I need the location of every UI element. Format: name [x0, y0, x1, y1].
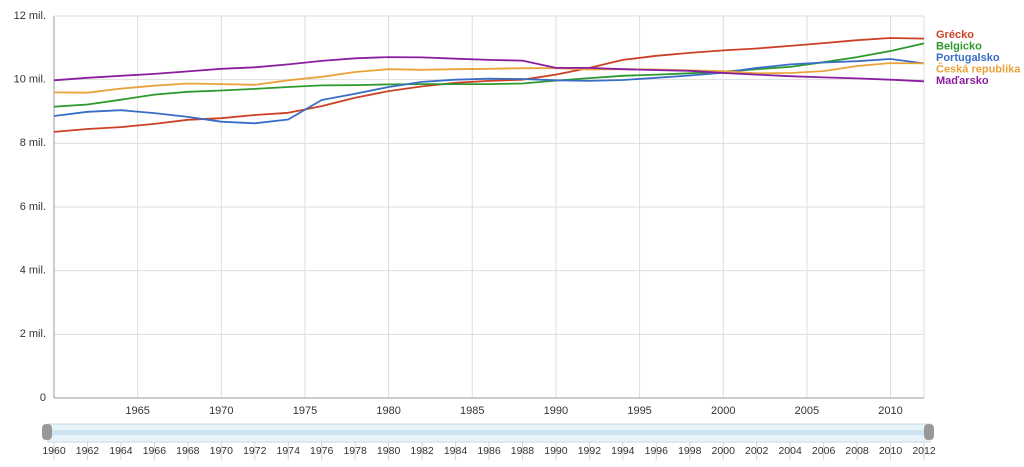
slider-label: 1996	[645, 445, 669, 457]
y-tick-label: 0	[40, 392, 46, 404]
legend-entry: Portugalsko	[936, 52, 1000, 64]
slider-label: 1970	[210, 445, 234, 457]
y-tick-label: 8 mil.	[20, 137, 46, 149]
x-tick-label: 2000	[711, 405, 735, 417]
slider-handle-left[interactable]	[42, 424, 52, 440]
slider-label: 1962	[76, 445, 100, 457]
slider-label: 1992	[578, 445, 602, 457]
slider-label: 2006	[812, 445, 836, 457]
x-tick-label: 1985	[460, 405, 484, 417]
slider-label: 1986	[477, 445, 501, 457]
x-tick-label: 1965	[125, 405, 149, 417]
slider-label: 2008	[845, 445, 869, 457]
x-tick-label: 1995	[627, 405, 651, 417]
legend-entry: Belgicko	[936, 40, 982, 52]
slider-label: 1998	[678, 445, 702, 457]
slider-label: 1966	[143, 445, 167, 457]
slider-label: 1974	[277, 445, 301, 457]
slider-label: 1978	[343, 445, 367, 457]
slider-label: 1964	[109, 445, 133, 457]
x-tick-label: 2010	[878, 405, 902, 417]
legend-entry: Grécko	[936, 29, 974, 41]
y-tick-label: 6 mil.	[20, 201, 46, 213]
slider-label: 1976	[310, 445, 334, 457]
series-line	[53, 56, 925, 83]
y-tick-label: 12 mil.	[14, 10, 46, 22]
slider-label: 2004	[778, 445, 802, 457]
x-tick-label: 2005	[795, 405, 819, 417]
series-line	[53, 42, 925, 108]
legend-entry: Česká republika	[936, 62, 1021, 75]
series-line	[53, 58, 925, 125]
x-tick-label: 1970	[209, 405, 233, 417]
slider-label: 2012	[912, 445, 936, 457]
x-tick-label: 1975	[293, 405, 317, 417]
slider-label: 1972	[243, 445, 267, 457]
slider-handle-right[interactable]	[924, 424, 934, 440]
y-tick-label: 10 mil.	[14, 74, 46, 86]
timeline-range	[48, 430, 930, 435]
slider-label: 1988	[511, 445, 535, 457]
slider-label: 2010	[879, 445, 903, 457]
legend-entry: Maďarsko	[936, 75, 989, 87]
x-tick-label: 1990	[544, 405, 568, 417]
y-tick-label: 4 mil.	[20, 265, 46, 277]
slider-label: 1994	[611, 445, 635, 457]
x-tick-label: 1980	[376, 405, 400, 417]
slider-label: 1960	[42, 445, 66, 457]
slider-label: 2002	[745, 445, 769, 457]
y-tick-label: 2 mil.	[20, 328, 46, 340]
slider-label: 1984	[444, 445, 468, 457]
slider-label: 1980	[377, 445, 401, 457]
slider-label: 1982	[410, 445, 434, 457]
slider-label: 1990	[544, 445, 568, 457]
slider-label: 1968	[176, 445, 200, 457]
slider-label: 2000	[712, 445, 736, 457]
series-line	[53, 62, 925, 94]
